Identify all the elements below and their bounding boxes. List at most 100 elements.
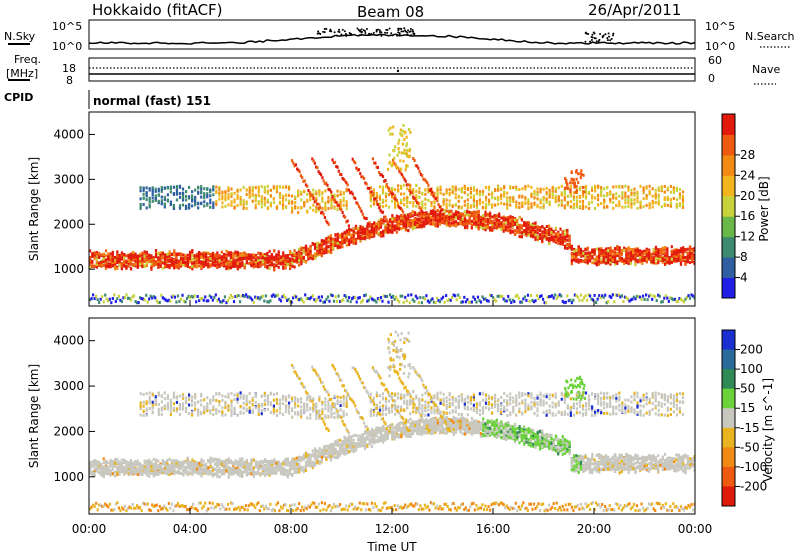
heatmap-cell [623, 259, 626, 263]
heatmap-cell [127, 264, 130, 268]
heatmap-cell [141, 264, 144, 268]
heatmap-cell [445, 209, 448, 213]
heatmap-cell [155, 299, 158, 303]
heatmap-cell [351, 157, 354, 161]
heatmap-cell [343, 238, 346, 242]
heatmap-cell [322, 212, 325, 216]
heatmap-cell [234, 264, 237, 268]
heatmap-cell [184, 300, 187, 304]
heatmap-cell [484, 228, 487, 232]
heatmap-cell [650, 258, 653, 262]
heatmap-cell [521, 187, 524, 191]
heatmap-cell [481, 189, 485, 193]
heatmap-cell [666, 257, 669, 261]
heatmap-cell [143, 260, 146, 264]
heatmap-cell [593, 257, 596, 261]
heatmap-cell [636, 192, 639, 196]
heatmap-cell [373, 197, 376, 201]
heatmap-cell [233, 198, 236, 202]
heatmap-cell [452, 217, 455, 221]
heatmap-cell [184, 260, 187, 264]
heatmap-cell [193, 264, 196, 268]
heatmap-cell [484, 195, 488, 199]
heatmap-cell [433, 200, 436, 204]
heatmap-cell [93, 257, 96, 261]
heatmap-cell [621, 191, 624, 195]
heatmap-cell [125, 293, 128, 297]
heatmap-cell [132, 253, 135, 257]
heatmap-cell [391, 220, 394, 224]
heatmap-cell [236, 267, 239, 271]
heatmap-cell [218, 256, 221, 260]
heatmap-cell [433, 196, 436, 200]
heatmap-cell [560, 193, 563, 197]
heatmap-cell [660, 187, 663, 191]
heatmap-cell [98, 252, 101, 256]
heatmap-cell [266, 257, 269, 261]
heatmap-cell [500, 224, 503, 228]
heatmap-cell [241, 257, 244, 261]
heatmap-cell [345, 243, 348, 247]
heatmap-cell [282, 251, 285, 255]
heatmap-cell [639, 203, 642, 207]
heatmap-cell [291, 194, 294, 198]
heatmap-cell [240, 294, 243, 298]
heatmap-cell [536, 227, 539, 231]
heatmap-cell [93, 253, 96, 257]
heatmap-cell [254, 186, 257, 190]
heatmap-cell [598, 254, 601, 258]
heatmap-cell [198, 259, 201, 263]
heatmap-cell [403, 138, 406, 142]
heatmap-cell [379, 220, 383, 224]
heatmap-cell [434, 215, 437, 219]
heatmap-cell [225, 256, 228, 260]
heatmap-cell [425, 212, 428, 216]
heatmap-cell [636, 206, 639, 210]
heatmap-cell [245, 260, 249, 264]
heatmap-cell [506, 206, 509, 210]
heatmap-cell [248, 195, 251, 199]
heatmap-cell [415, 183, 418, 187]
heatmap-cell [154, 197, 157, 201]
heatmap-cell [645, 203, 648, 207]
heatmap-cell [618, 185, 621, 189]
heatmap-cell [613, 247, 617, 251]
heatmap-cell [182, 259, 185, 263]
heatmap-cell [345, 189, 348, 193]
heatmap-cell [447, 221, 450, 225]
heatmap-cell [636, 260, 639, 264]
heatmap-cell [421, 210, 424, 214]
heatmap-cell [654, 253, 658, 257]
heatmap-cell [457, 213, 460, 217]
heatmap-cell [641, 258, 644, 262]
heatmap-cell [551, 186, 554, 190]
heatmap-cell [487, 202, 491, 206]
heatmap-cell [352, 237, 355, 241]
heatmap-cell [177, 262, 180, 266]
heatmap-cell [520, 231, 523, 235]
heatmap-cell [350, 240, 353, 244]
heatmap-cell [405, 144, 408, 148]
heatmap-cell [600, 254, 603, 258]
heatmap-cell [393, 216, 396, 220]
noise-search-dot [584, 31, 587, 34]
heatmap-cell [445, 188, 448, 192]
heatmap-cell [137, 301, 140, 305]
heatmap-cell [593, 250, 596, 254]
heatmap-cell [232, 300, 236, 304]
heatmap-cell [570, 260, 573, 264]
heatmap-cell [359, 172, 362, 176]
heatmap-cell [318, 243, 321, 247]
heatmap-cell [248, 255, 251, 259]
heatmap-cell [380, 173, 383, 177]
heatmap-cell [330, 206, 333, 210]
heatmap-cell [399, 132, 402, 136]
heatmap-cell [677, 255, 680, 259]
heatmap-cell [391, 217, 394, 221]
heatmap-cell [688, 245, 692, 249]
heatmap-cell [390, 192, 393, 196]
heatmap-cell [359, 225, 362, 229]
heatmap-cell [213, 256, 217, 260]
heatmap-cell [481, 200, 485, 204]
heatmap-cell [151, 193, 154, 197]
